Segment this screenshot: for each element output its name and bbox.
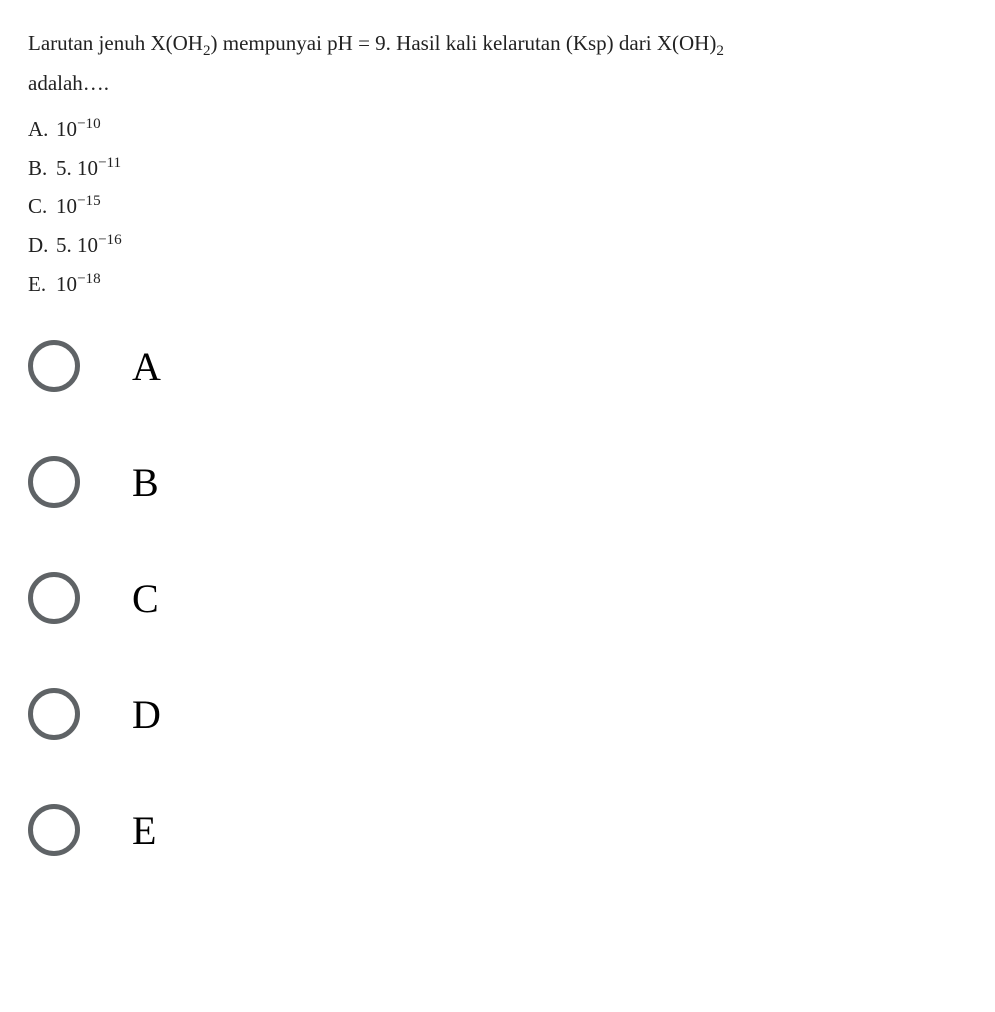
answer-prefix: 5. 10	[56, 233, 98, 257]
radio-option-b[interactable]: B	[28, 456, 967, 508]
answer-letter: E.	[28, 265, 56, 304]
radio-label: A	[132, 343, 161, 390]
answer-prefix: 10	[56, 117, 77, 141]
question-line2: adalah….	[28, 71, 109, 95]
answer-sup: −18	[77, 271, 101, 287]
answer-letter: C.	[28, 187, 56, 226]
radio-option-group: A B C D E	[28, 340, 967, 856]
answer-item: D. 5. 10−16	[28, 226, 967, 265]
answer-item: B. 5. 10−11	[28, 149, 967, 188]
answer-value: 10−10	[56, 110, 101, 149]
answer-sup: −11	[98, 155, 121, 171]
answer-letter: B.	[28, 149, 56, 188]
radio-option-c[interactable]: C	[28, 572, 967, 624]
answer-value: 5. 10−11	[56, 149, 121, 188]
question-sub2: 2	[716, 43, 724, 59]
radio-label: E	[132, 807, 156, 854]
answer-sup: −15	[77, 193, 101, 209]
radio-circle-icon[interactable]	[28, 456, 80, 508]
question-line1-pre: Larutan jenuh X(OH	[28, 31, 203, 55]
radio-label: D	[132, 691, 161, 738]
answer-letter: D.	[28, 226, 56, 265]
answer-prefix: 10	[56, 194, 77, 218]
answer-sup: −16	[98, 232, 122, 248]
answer-prefix: 5. 10	[56, 156, 98, 180]
radio-circle-icon[interactable]	[28, 340, 80, 392]
answer-item: E. 10−18	[28, 265, 967, 304]
answer-item: C. 10−15	[28, 187, 967, 226]
answer-letter: A.	[28, 110, 56, 149]
answer-sup: −10	[77, 116, 101, 132]
radio-label: C	[132, 575, 159, 622]
question-line1-mid: ) mempunyai pH = 9. Hasil kali kelarutan…	[211, 31, 717, 55]
radio-label: B	[132, 459, 159, 506]
radio-circle-icon[interactable]	[28, 804, 80, 856]
answer-value: 5. 10−16	[56, 226, 122, 265]
radio-option-d[interactable]: D	[28, 688, 967, 740]
radio-circle-icon[interactable]	[28, 688, 80, 740]
radio-option-a[interactable]: A	[28, 340, 967, 392]
question-sub1: 2	[203, 43, 211, 59]
answer-item: A. 10−10	[28, 110, 967, 149]
answer-value: 10−18	[56, 265, 101, 304]
question-text: Larutan jenuh X(OH2) mempunyai pH = 9. H…	[28, 24, 967, 104]
answer-prefix: 10	[56, 272, 77, 296]
answer-value: 10−15	[56, 187, 101, 226]
radio-circle-icon[interactable]	[28, 572, 80, 624]
answer-list: A. 10−10 B. 5. 10−11 C. 10−15 D. 5. 10−1…	[28, 110, 967, 304]
radio-option-e[interactable]: E	[28, 804, 967, 856]
